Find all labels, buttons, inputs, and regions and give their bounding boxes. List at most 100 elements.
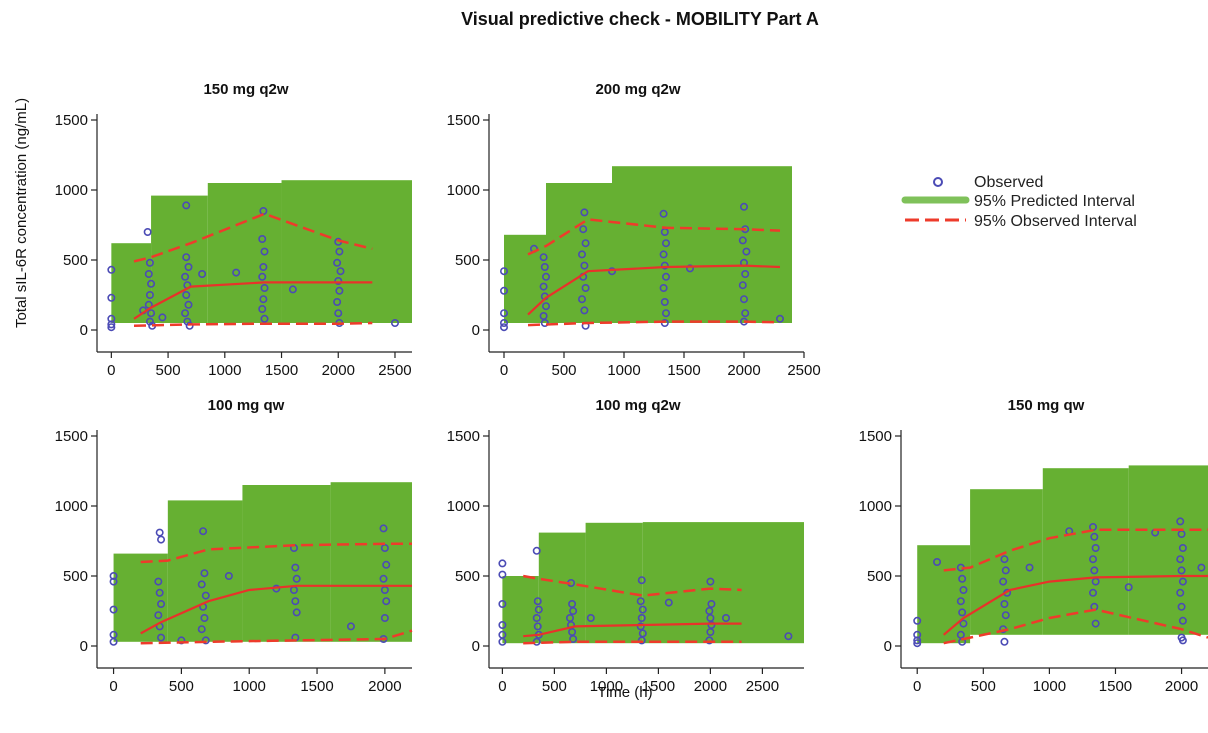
observed-point xyxy=(738,281,747,290)
observed-point xyxy=(660,318,669,327)
observed-point xyxy=(197,580,206,589)
observed-point xyxy=(1089,588,1098,597)
predicted-interval-step xyxy=(612,166,792,323)
y-tick-label: 500 xyxy=(455,568,480,585)
observed-point xyxy=(292,608,301,617)
observed-point xyxy=(581,283,590,292)
observed-median-line xyxy=(942,574,1208,636)
y-tick-label: 1000 xyxy=(859,498,892,515)
x-tick-label: 1000 xyxy=(1033,678,1066,695)
predicted-interval-step xyxy=(242,485,331,642)
y-tick-label: 0 xyxy=(80,638,88,655)
observed-point xyxy=(1091,543,1100,552)
observed-point xyxy=(1178,636,1187,645)
observed-point xyxy=(636,597,645,606)
y-tick-label: 1500 xyxy=(447,112,480,129)
observed-point xyxy=(580,306,589,315)
observed-point xyxy=(199,527,208,536)
observed-median-line xyxy=(133,281,373,320)
x-tick-label: 1500 xyxy=(265,362,298,379)
observed-point xyxy=(664,598,673,607)
figure-title: Visual predictive check - MOBILITY Part … xyxy=(461,9,819,29)
observed-point xyxy=(1177,566,1186,575)
observed-point xyxy=(334,309,343,318)
observed-point xyxy=(1177,602,1186,611)
y-tick-label: 1000 xyxy=(55,498,88,515)
panel-3: 100 mg qw 0 500 1000 1500 0 500 1000 1500 2000 xyxy=(55,397,413,695)
observed-point xyxy=(933,557,942,566)
observed-point xyxy=(335,286,344,295)
observed-point xyxy=(741,309,750,318)
y-tick-label: 1500 xyxy=(55,428,88,445)
observed-point xyxy=(1176,517,1185,526)
observed-point xyxy=(1178,543,1187,552)
observed-point xyxy=(580,208,589,217)
y-tick-label: 1500 xyxy=(859,428,892,445)
observed-point xyxy=(259,262,268,271)
observed-point xyxy=(569,606,578,615)
observed-point xyxy=(999,577,1008,586)
observed-point xyxy=(741,269,750,278)
observed-point xyxy=(913,616,922,625)
x-tick-label: 1500 xyxy=(667,362,700,379)
predicted-interval-step xyxy=(917,545,971,644)
observed-point xyxy=(181,272,190,281)
observed-point xyxy=(659,283,668,292)
observed-point xyxy=(499,318,508,327)
panel-title: 100 mg qw xyxy=(208,397,285,414)
observed-point xyxy=(707,599,716,608)
observed-interval-lower xyxy=(133,321,373,328)
x-tick-label: 2000 xyxy=(1165,678,1198,695)
observed-point xyxy=(784,632,793,641)
y-tick-label: 1000 xyxy=(447,182,480,199)
observed-point xyxy=(1001,566,1010,575)
predicted-interval-step xyxy=(207,183,282,323)
legend-predicted-label: 95% Predicted Interval xyxy=(974,193,1135,210)
observed-point xyxy=(498,599,507,608)
predicted-interval-step xyxy=(504,234,546,323)
observed-point xyxy=(291,597,300,606)
observed-point xyxy=(499,267,508,276)
observed-point xyxy=(539,253,548,262)
observed-point xyxy=(260,283,269,292)
observed-point xyxy=(1089,555,1098,564)
observed-point xyxy=(182,290,191,299)
observed-point xyxy=(739,202,748,211)
observed-point xyxy=(157,599,166,608)
observed-interval-upper xyxy=(943,528,1208,572)
observed-point xyxy=(959,619,968,628)
x-tick-label: 0 xyxy=(498,678,506,695)
panel-title: 200 mg q2w xyxy=(595,81,680,98)
observed-point xyxy=(636,622,645,631)
observed-point xyxy=(721,613,730,622)
x-tick-label: 2000 xyxy=(694,678,727,695)
observed-point xyxy=(1176,588,1185,597)
observed-point xyxy=(109,571,118,580)
observed-point xyxy=(1000,637,1009,646)
x-tick-label: 1000 xyxy=(208,362,241,379)
observed-point xyxy=(158,313,167,322)
observed-point xyxy=(334,276,343,285)
observed-point xyxy=(390,318,399,327)
x-axis-label: Time (h) xyxy=(597,684,652,701)
observed-point xyxy=(956,630,965,639)
observed-point xyxy=(200,613,209,622)
observed-point xyxy=(198,269,207,278)
observed-point xyxy=(154,577,163,586)
x-tick-label: 1500 xyxy=(300,678,333,695)
observed-point xyxy=(913,636,922,645)
observed-point xyxy=(182,201,191,210)
observed-point xyxy=(541,272,550,281)
observed-point xyxy=(346,622,355,631)
y-tick-label: 500 xyxy=(63,252,88,269)
observed-point xyxy=(661,272,670,281)
observed-point xyxy=(1124,583,1133,592)
observed-point xyxy=(107,293,116,302)
observed-point xyxy=(1178,616,1187,625)
observed-point xyxy=(155,588,164,597)
observed-interval-lower xyxy=(140,629,413,645)
panel-5: 150 mg qw 0 500 1000 1500 0 500 1000 1500 2000 xyxy=(859,397,1208,695)
observed-point xyxy=(258,304,267,313)
x-tick-label: 2000 xyxy=(322,362,355,379)
observed-point xyxy=(181,309,190,318)
